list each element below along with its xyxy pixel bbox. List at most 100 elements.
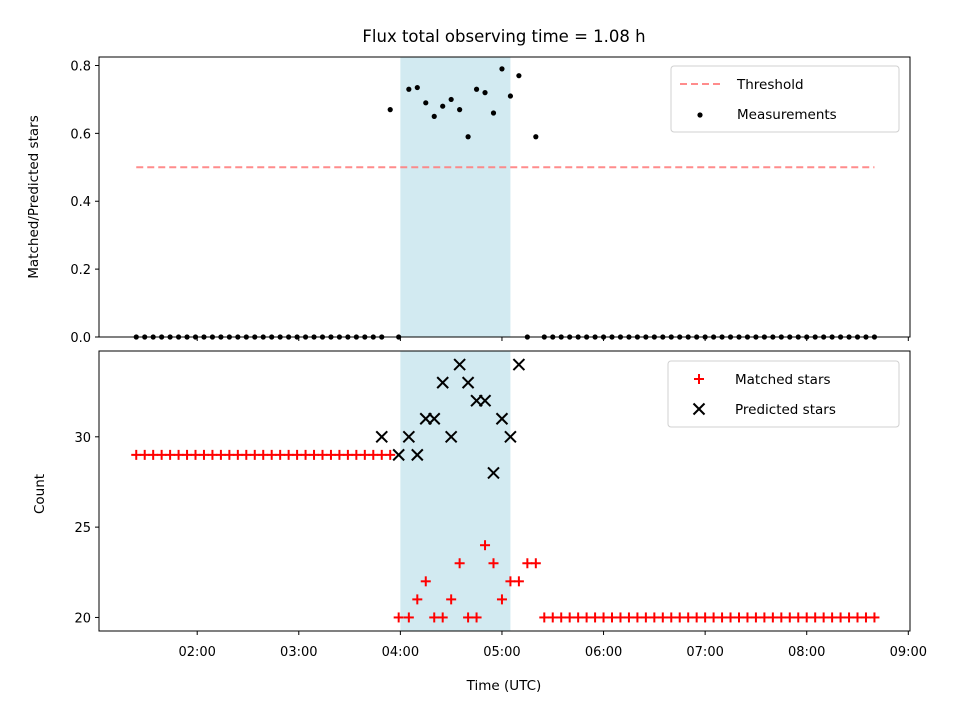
- predicted-star-point: [402, 430, 416, 444]
- matched-star-point: [759, 612, 770, 623]
- matched-star-point: [496, 594, 507, 605]
- measurement-point: [499, 66, 505, 72]
- matched-star-point: [488, 558, 499, 569]
- measurement-point: [507, 93, 514, 99]
- matched-star-point: [342, 449, 353, 460]
- legend-matched-label: Matched stars: [735, 372, 831, 388]
- matched-star-point: [232, 449, 243, 460]
- matched-star-point: [700, 612, 711, 623]
- legend-predicted-swatch: [692, 402, 706, 416]
- x-axis-label: Time (UTC): [466, 678, 542, 694]
- matched-star-point: [190, 449, 201, 460]
- matched-star-point: [471, 612, 482, 623]
- matched-star-point: [325, 449, 336, 460]
- matched-star-point: [784, 612, 795, 623]
- x-tick-label: 06:00: [585, 645, 622, 660]
- bottom-x-ticks: 02:00 03:00 04:00 05:00 06:00 07:00 08:00 09:00: [178, 631, 927, 660]
- matched-star-point: [556, 612, 567, 623]
- matched-star-point: [539, 612, 550, 623]
- bottom-legend: Matched stars Predicted stars: [667, 360, 900, 428]
- matched-star-point: [334, 449, 345, 460]
- matched-star-point: [717, 612, 728, 623]
- x-tick-label: 09:00: [890, 645, 927, 660]
- predicted-star-point: [411, 448, 424, 462]
- matched-star-point: [420, 576, 431, 587]
- matched-star-point: [623, 612, 634, 623]
- y-tick-label: 0.4: [70, 195, 91, 210]
- matched-star-point: [564, 612, 575, 623]
- matched-star-point: [767, 612, 778, 623]
- matched-star-point: [266, 449, 277, 460]
- bottom-y-ticks: 20 25 30: [74, 431, 99, 626]
- matched-star-point: [463, 612, 474, 623]
- y-tick-label: 30: [74, 431, 91, 446]
- y-tick-label: 0.2: [70, 263, 91, 278]
- bottom-axes-frame: [98, 350, 911, 632]
- matched-star-point: [317, 449, 328, 460]
- matched-star-point: [818, 612, 829, 623]
- top-y-ticks: 0.0 0.2 0.4 0.6 0.8: [70, 59, 99, 346]
- legend-measurements-swatch: [697, 112, 703, 118]
- matched-star-point: [437, 612, 448, 623]
- predicted-star-point: [478, 394, 492, 407]
- matched-star-point: [429, 612, 440, 623]
- measurement-point: [465, 134, 471, 140]
- y-tick-label: 25: [74, 521, 91, 536]
- measurement-point: [406, 86, 412, 92]
- measurement-point: [533, 134, 539, 140]
- matched-star-point: [640, 612, 651, 623]
- bottom-legend-box: [667, 360, 900, 428]
- matched-star-point: [505, 576, 516, 587]
- matched-star-point: [776, 612, 787, 623]
- matched-star-point: [454, 558, 465, 569]
- matched-star-point: [292, 449, 303, 460]
- predicted-stars-series: [375, 358, 526, 480]
- matched-star-point: [801, 612, 812, 623]
- measurement-point: [473, 86, 480, 92]
- matched-star-point: [869, 612, 880, 623]
- measurement-point: [423, 100, 429, 106]
- top-x-ticks: [196, 337, 909, 341]
- matched-star-point: [412, 594, 423, 605]
- matched-star-point: [182, 449, 193, 460]
- predicted-star-point: [392, 448, 405, 462]
- matched-star-point: [750, 612, 761, 623]
- predicted-star-point: [444, 430, 458, 444]
- x-tick-label: 03:00: [280, 645, 317, 660]
- matched-star-point: [368, 449, 379, 460]
- matched-star-point: [683, 612, 694, 623]
- matched-star-point: [708, 612, 719, 623]
- measurement-point: [482, 90, 488, 96]
- matched-star-point: [547, 612, 558, 623]
- matched-star-point: [733, 612, 744, 623]
- matched-star-point: [793, 612, 804, 623]
- matched-star-point: [581, 612, 592, 623]
- matched-star-point: [249, 449, 260, 460]
- matched-star-point: [810, 612, 821, 623]
- matched-star-point: [607, 612, 618, 623]
- matched-star-point: [198, 449, 209, 460]
- matched-star-point: [827, 612, 838, 623]
- matched-star-point: [522, 558, 533, 569]
- matched-star-point: [173, 449, 184, 460]
- matched-star-point: [852, 612, 863, 623]
- matched-star-point: [615, 612, 626, 623]
- matched-star-point: [513, 576, 524, 587]
- matched-star-point: [139, 449, 150, 460]
- predicted-star-point: [504, 430, 517, 444]
- bottom-y-axis-label: Count: [32, 474, 48, 514]
- measurement-point: [516, 73, 522, 79]
- matched-star-point: [403, 612, 414, 623]
- matched-star-point: [657, 612, 668, 623]
- predicted-star-point: [512, 358, 526, 371]
- top-y-axis-label: Matched/Predicted stars: [26, 115, 42, 278]
- matched-star-point: [844, 612, 855, 623]
- matched-star-point: [156, 449, 167, 460]
- predicted-star-point: [495, 412, 509, 425]
- matched-star-point: [598, 612, 609, 623]
- measurement-point: [431, 113, 437, 119]
- predicted-star-point: [453, 358, 466, 371]
- matched-star-point: [207, 449, 218, 460]
- matched-star-point: [165, 449, 176, 460]
